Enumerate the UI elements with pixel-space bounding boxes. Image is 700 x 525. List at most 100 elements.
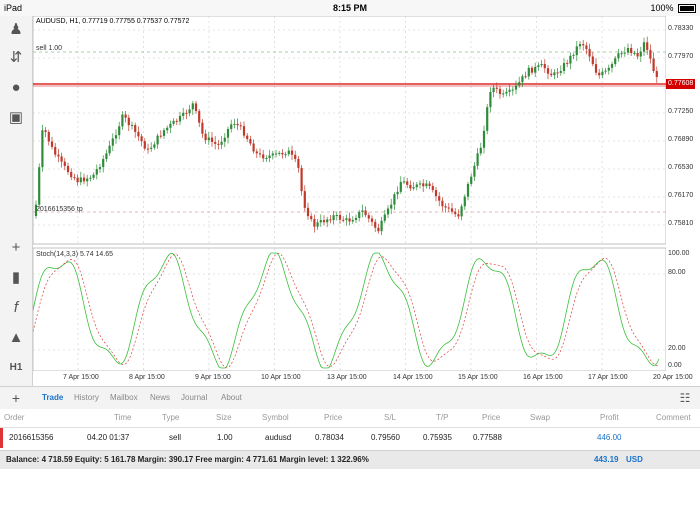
candle-body <box>172 120 175 124</box>
timeframe-button[interactable]: H1 <box>9 362 23 373</box>
candle-body <box>54 146 57 155</box>
candle-body <box>393 194 396 205</box>
candle-body <box>150 147 153 149</box>
candle-body <box>601 71 604 76</box>
tab-mailbox[interactable]: Mailbox <box>110 393 138 402</box>
candle-body <box>422 183 425 187</box>
chat-icon[interactable]: ● <box>11 79 21 96</box>
tab-trade[interactable]: Trade <box>42 393 64 402</box>
candle-body <box>191 103 194 110</box>
order-time: 04.20 01:37 <box>87 433 130 442</box>
stochastic-lines <box>33 252 660 369</box>
candle-body <box>502 93 505 95</box>
candles <box>34 36 658 235</box>
candle-body <box>386 208 390 215</box>
candle-body <box>162 130 166 136</box>
candle-body <box>297 158 300 168</box>
sell-line-label: sell 1.00 <box>36 45 62 52</box>
tp-line-label: 2016615356 tp <box>36 206 83 213</box>
candle-body <box>198 111 201 123</box>
function-icon[interactable]: f <box>13 299 19 316</box>
candle-body <box>306 207 310 217</box>
candle-body <box>639 51 642 57</box>
document-icon[interactable]: ▣ <box>8 109 24 126</box>
candle-body <box>367 215 370 219</box>
add-icon[interactable]: + <box>11 390 21 406</box>
date-tick: 16 Apr 15:00 <box>523 374 563 381</box>
candle-body <box>60 156 63 162</box>
layout-icon[interactable]: ☷ <box>679 391 691 405</box>
candle-body <box>559 71 562 73</box>
candle-body <box>521 76 524 83</box>
candle-body <box>201 122 204 134</box>
up-down-arrows-icon[interactable]: ⇵ <box>9 49 23 66</box>
candle-body <box>444 206 447 208</box>
candles-icon[interactable]: ▮ <box>11 269 21 286</box>
candle-body <box>188 109 191 114</box>
candle-body <box>473 165 476 177</box>
candle-body <box>550 73 553 76</box>
candle-body <box>390 204 393 209</box>
candle-body <box>316 222 319 227</box>
account-icon[interactable]: ♟ <box>9 21 23 38</box>
candle-body <box>258 153 262 155</box>
stoch-chart-area <box>33 247 666 371</box>
candle-body <box>338 215 342 220</box>
current-price-badge: 0.77608 <box>666 79 696 89</box>
candle-body <box>207 137 210 141</box>
table-row[interactable]: 2016615356 04.20 01:37 sell 1.00 audusd … <box>0 428 700 448</box>
candle-body <box>82 177 86 182</box>
date-axis: 7 Apr 15:00 8 Apr 15:00 9 Apr 15:00 10 A… <box>33 372 700 386</box>
crosshair-icon[interactable]: + <box>11 239 21 256</box>
column-header: Time <box>114 413 132 422</box>
candle-body <box>108 145 111 154</box>
price-tick: 0.76170 <box>668 192 694 199</box>
candle-body <box>214 141 217 144</box>
battery-icon <box>678 4 696 14</box>
candle-body <box>310 216 313 220</box>
candle-body <box>217 143 220 145</box>
candle-body <box>562 63 566 72</box>
candle-body <box>294 154 297 159</box>
candle-body <box>159 135 162 137</box>
candle-body <box>585 45 588 50</box>
column-header: Profit <box>600 413 619 422</box>
total-profit: 443.19 <box>594 455 619 464</box>
candle-body <box>313 219 316 227</box>
candle-body <box>607 67 610 71</box>
candle-body <box>633 53 636 55</box>
price-chart[interactable]: AUDUSD, H1, 0.77719 0.77755 0.77537 0.77… <box>33 16 666 371</box>
date-tick: 7 Apr 15:00 <box>63 374 99 381</box>
tab-journal[interactable]: Journal <box>181 393 208 402</box>
candle-body <box>41 130 44 168</box>
chart-header: AUDUSD, H1, 0.77719 0.77755 0.77537 0.77… <box>36 18 189 25</box>
stoch-tick: 0.00 <box>668 362 682 369</box>
account-currency: USD <box>626 455 643 464</box>
tab-about[interactable]: About <box>221 393 242 402</box>
price-tick: 0.76890 <box>668 136 694 143</box>
tab-history[interactable]: History <box>74 393 99 402</box>
objects-icon[interactable]: ▲ <box>8 329 24 346</box>
candle-body <box>230 124 233 129</box>
candle-body <box>204 133 207 141</box>
chart-toolbar: ♟ ⇵ ● ▣ + ▮ f ▲ H1 <box>0 16 33 386</box>
candle-body <box>409 184 412 189</box>
candle-body <box>617 53 620 59</box>
candle-body <box>121 114 124 127</box>
candle-body <box>249 139 252 144</box>
tab-news[interactable]: News <box>150 393 171 402</box>
candle-body <box>262 154 265 159</box>
order-price: 0.78034 <box>315 433 344 442</box>
candle-body <box>140 136 143 142</box>
candle-body <box>290 150 294 155</box>
candle-body <box>396 191 399 195</box>
candle-body <box>623 52 626 54</box>
candle-body <box>329 219 332 221</box>
candle-body <box>268 155 271 158</box>
candle-body <box>441 200 444 207</box>
candle-body <box>610 64 614 68</box>
candle-body <box>489 92 492 108</box>
candle-body <box>118 126 121 136</box>
candle-body <box>553 72 556 76</box>
candle-body <box>505 91 508 94</box>
